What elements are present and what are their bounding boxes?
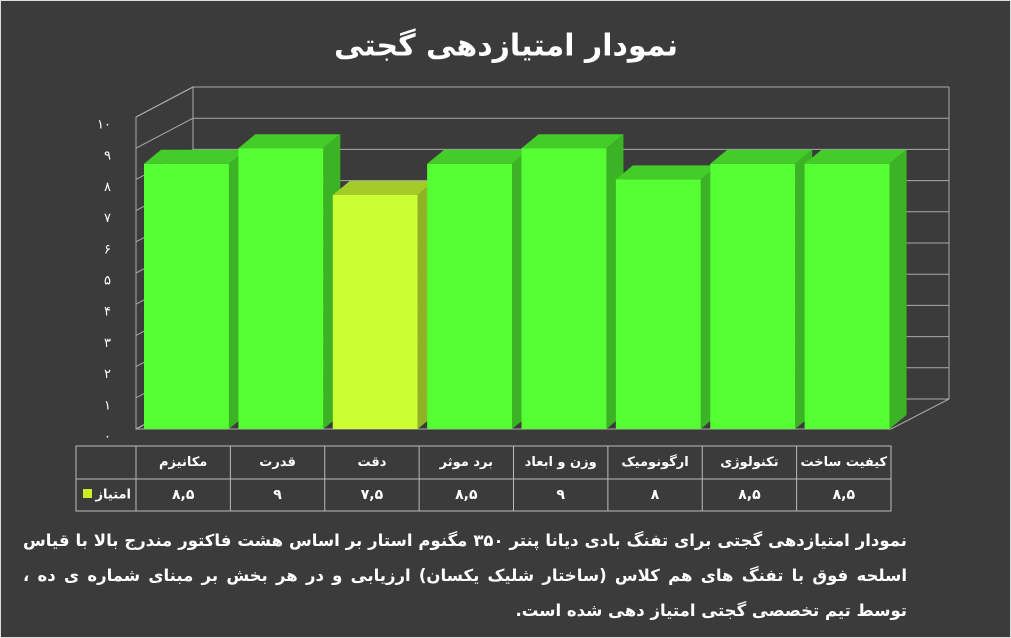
x-tick-label: قدرت xyxy=(259,455,296,470)
x-tick-label: وزن و ابعاد xyxy=(525,455,597,470)
value-label: ۷,۵ xyxy=(361,487,384,503)
bar-top xyxy=(427,149,530,164)
value-label: ۸,۵ xyxy=(833,487,856,503)
y-tick-label: ۹ xyxy=(104,149,111,164)
value-label: ۸,۵ xyxy=(738,487,761,503)
legend-swatch xyxy=(83,489,92,498)
bar-top xyxy=(144,149,246,164)
y-tick-label: ۸ xyxy=(104,180,111,195)
bar-side xyxy=(889,149,907,430)
y-tick-label: ۰ xyxy=(104,430,111,445)
x-tick-label: کیفیت ساخت xyxy=(801,455,888,470)
x-tick-label: دقت xyxy=(357,455,386,470)
grid-line xyxy=(135,86,194,118)
y-tick-label: ۴ xyxy=(104,305,111,320)
y-tick-label: ۲ xyxy=(104,367,111,382)
x-tick-label: برد موثر xyxy=(439,455,493,470)
y-tick-label: ۵ xyxy=(104,274,111,289)
bar xyxy=(427,163,513,430)
y-tick-label: ۷ xyxy=(104,211,111,226)
grid-line xyxy=(135,117,194,149)
bar xyxy=(710,163,796,430)
value-label: ۸,۵ xyxy=(455,487,478,503)
value-label: ۸ xyxy=(651,487,660,503)
bar xyxy=(332,195,418,429)
y-tick-label: ۱۰ xyxy=(97,118,111,133)
bar xyxy=(144,163,229,430)
bar-top xyxy=(332,181,435,195)
bar xyxy=(521,148,607,429)
bar xyxy=(238,148,324,429)
value-label: ۹ xyxy=(556,487,565,503)
caption: نمودار امتیازدهی گجتی برای تفنگ بادی دیا… xyxy=(23,531,907,620)
bar-top xyxy=(238,134,341,149)
value-label: ۹ xyxy=(273,487,282,503)
bar xyxy=(615,179,701,429)
y-tick-label: ۶ xyxy=(104,242,111,257)
chart-title: نمودار امتیازدهی گجتی xyxy=(334,28,678,64)
bar-top xyxy=(615,165,718,180)
x-tick-label: مکانیزم xyxy=(159,455,207,470)
bar-top xyxy=(521,134,624,149)
y-tick-label: ۳ xyxy=(104,336,111,351)
legend-label: امتیاز xyxy=(95,488,131,503)
value-label: ۸,۵ xyxy=(172,487,195,503)
bar xyxy=(804,163,890,430)
bar-top xyxy=(710,149,813,164)
x-tick-label: ارگونومیک xyxy=(621,454,688,470)
x-tick-label: تکنولوژی xyxy=(720,455,778,470)
bar-top xyxy=(804,149,907,164)
y-tick-label: ۱ xyxy=(104,398,111,413)
